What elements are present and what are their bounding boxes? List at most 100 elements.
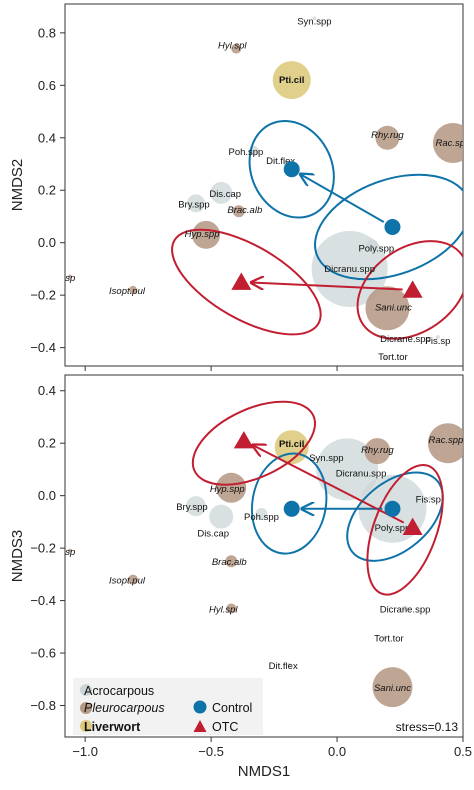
bot-bubble-sani-unc: [372, 667, 413, 708]
top-y-tick-label: 0.6: [38, 78, 56, 93]
bottom-centroids: [233, 431, 423, 535]
top-bubble-brac-alb: [232, 205, 245, 218]
bot-x-tick-label: −0.5: [198, 744, 224, 759]
bottom-ellipses: [191, 400, 444, 596]
bot-centroid-control-start: [384, 500, 401, 517]
top-bubble-rac-spp: [432, 123, 463, 164]
top-label-rhy-rug: Rhy.rug: [371, 130, 404, 141]
bot-x-tick-label: 0.5: [454, 744, 472, 759]
bot-arrow-otc: [253, 445, 405, 524]
top-centroids: [231, 161, 423, 298]
bot-bubble-hyl-spl: [226, 603, 237, 614]
bot-label-dis-cap: Dis.cap: [197, 529, 229, 540]
top-bubble-rhy-rug: [375, 125, 400, 150]
top-label-myu-sp: Myu.sp: [45, 273, 76, 284]
bot-bubble-poh-spp: [255, 508, 268, 521]
top-y-tick-label: 0.0: [38, 235, 56, 250]
top-label-hyl-spl: Hyl.spl: [218, 41, 247, 52]
bot-label-bry-spp: Bry.spp: [176, 502, 208, 513]
bot-ellipse-control: [346, 471, 444, 562]
top-ellipse-control: [314, 173, 463, 281]
bot-bubble-fis-sp: [428, 496, 433, 501]
top-label-poh-spp: Poh.spp: [228, 147, 263, 158]
top-y-tick-label: 0.4: [38, 130, 56, 145]
bot-label-tort-tor: Tort.tor: [374, 633, 404, 644]
top-centroid-otc-start: [402, 280, 423, 298]
bot-label-dicranu-spp: Dicranu.spp: [336, 468, 387, 479]
bot-bubble-brac-alb: [225, 555, 238, 568]
legend-control-label: Control: [212, 701, 252, 715]
legend: Acrocarpous Pleurocarpous Liverwort Cont…: [73, 678, 263, 735]
top-bubble-dis-cap: [210, 181, 233, 204]
bottom-panel: −1.0 −0.5 0.0 0.5−0.8−0.6−0.4−0.20.00.20.4 …: [9, 374, 472, 780]
bot-bubble-dit-flex: [287, 662, 292, 667]
top-label-tort-tor: Tort.tor: [378, 352, 408, 363]
bot-bubble-rac-spp: [427, 423, 463, 464]
bot-centroid-otc-end: [233, 431, 254, 449]
top-arrow-control: [300, 174, 385, 223]
bot-bubble-syn-spp: [312, 456, 317, 461]
x-axis-title: NMDS1: [238, 763, 291, 780]
bot-label-sani-unc: Sani.unc: [374, 683, 411, 694]
top-panel: −0.4 −0.2 0.0 0.2 0.4 0.6 0.8 Syn.spp Hyl.spl Pt…: [9, 3, 464, 371]
top-y-tick-label: 0.2: [38, 183, 56, 198]
top-label-hyp-spp: Hyp.spp: [185, 229, 220, 240]
legend-liverwort-label: Liverwort: [84, 720, 141, 734]
top-label-brac-alb: Brac.alb: [227, 205, 262, 216]
top-labels: Syn.spp Hyl.spl Pti.cil Rhy.rug Rac.spp Poh.s…: [45, 16, 463, 363]
bot-label-hyl-spl: Hyl.spl: [209, 604, 238, 615]
top-centroid-otc-end: [231, 272, 252, 290]
top-label-syn-spp: Syn.spp: [297, 16, 331, 27]
top-label-poly-spp: Poly.spp: [358, 243, 394, 254]
bot-y-tick-label: 0.2: [38, 436, 56, 451]
legend-acrocarpous-label: Acrocarpous: [84, 684, 154, 698]
top-bubble-tort-tor: [382, 356, 387, 361]
bot-ellipse-otc: [191, 400, 317, 486]
top-bubble-sani-unc: [365, 286, 410, 331]
legend-acrocarpous-swatch: [80, 684, 92, 696]
bot-bubble-isopt-pul: [128, 574, 139, 585]
top-y-tick-label: −0.4: [30, 340, 56, 355]
bot-y-tick-label: −0.6: [30, 646, 56, 661]
top-y-axis-title: NMDS2: [9, 159, 26, 212]
top-bubble-poly-spp: [366, 239, 379, 252]
top-bubble-hyl-spl: [231, 43, 242, 54]
bottom-arrows: [253, 445, 405, 524]
top-bubble-pti-cil: [272, 61, 311, 100]
top-label-bry-spp: Bry.spp: [178, 199, 210, 210]
bot-label-syn-spp: Syn.spp: [309, 453, 343, 464]
bot-bubble-bry-spp: [185, 496, 206, 517]
top-ellipse-otc: [171, 228, 322, 336]
top-ellipse-control: [248, 119, 335, 219]
bot-label-rhy-rug: Rhy.rug: [361, 445, 394, 456]
bot-label-fis-sp: Fis.sp: [416, 494, 441, 505]
bot-label-dit-flex: Dit.flex: [269, 661, 298, 672]
top-bubble-hyp-spp: [192, 220, 221, 249]
top-ellipses: [171, 119, 463, 340]
top-bubble-fis-sp: [435, 335, 440, 340]
top-label-sani-unc: Sani.unc: [375, 302, 412, 313]
top-bubble-bry-spp: [186, 194, 205, 213]
legend-box: [73, 678, 263, 735]
top-label-dit-flex: Dit.flex: [266, 156, 295, 167]
bot-label-rac-spp: Rac.spp: [428, 435, 463, 446]
top-arrows: [251, 174, 403, 291]
bot-label-poh-spp: Poh.spp: [244, 512, 279, 523]
bot-bubble-myu-sp: [68, 548, 73, 553]
top-centroid-control-end: [283, 161, 300, 178]
bot-centroid-otc-start: [402, 517, 423, 535]
top-label-dicranu-spp: Dicranu.spp: [324, 264, 375, 275]
top-y-tick-label: −0.2: [30, 288, 56, 303]
top-label-dis-cap: Dis.cap: [209, 189, 241, 200]
bot-ellipse-otc: [366, 463, 444, 596]
bot-label-pti-cil: Pti.cil: [279, 439, 304, 450]
stress-annotation: stress=0.13: [396, 720, 459, 734]
bot-label-brac-alb: Brac.alb: [212, 557, 247, 568]
legend-liverwort-swatch: [80, 720, 92, 732]
bot-bubble-hyp-spp: [216, 472, 247, 503]
bot-label-myu-sp: Myu.sp: [45, 547, 76, 558]
bot-x-tick-label: 0.0: [328, 744, 346, 759]
top-bubble-syn-spp: [312, 16, 317, 21]
bottom-y-axis-title: NMDS3: [9, 530, 26, 583]
